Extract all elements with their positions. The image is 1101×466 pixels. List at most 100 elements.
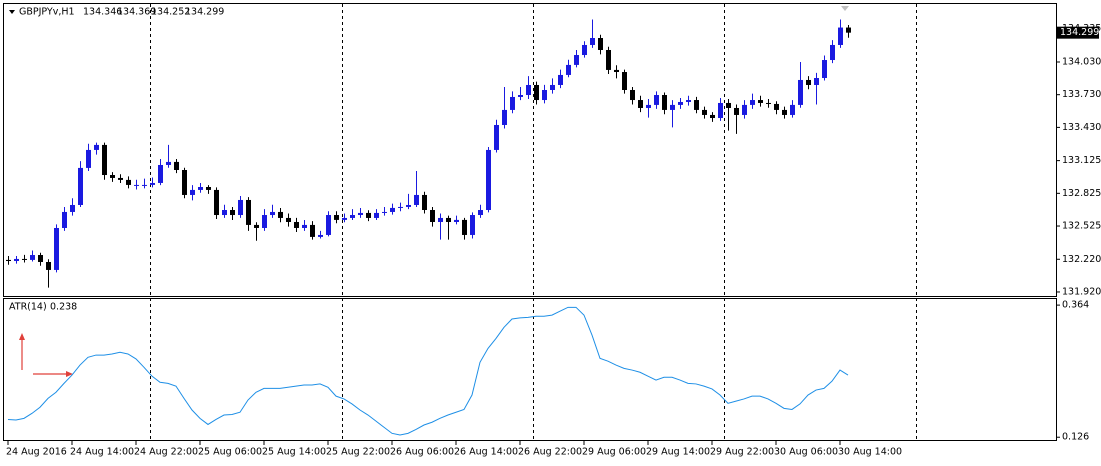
candle-body: [838, 27, 843, 45]
candle-body: [86, 149, 91, 168]
symbol-menu-arrow[interactable]: [9, 10, 15, 14]
candle-body: [398, 206, 403, 208]
candle-body: [782, 109, 787, 115]
candle-body: [846, 27, 851, 33]
candle-body: [622, 72, 627, 90]
candle-body: [638, 100, 643, 108]
candle-body: [254, 224, 259, 228]
shift-marker[interactable]: [841, 6, 849, 11]
candle-body: [110, 175, 115, 178]
candle-body: [278, 211, 283, 218]
y-tick-label: 132.525: [1062, 221, 1101, 232]
candle-body: [206, 187, 211, 190]
candle-body: [126, 179, 131, 185]
x-tick-label: 24 Aug 14:00: [70, 447, 134, 458]
candle-body: [446, 217, 451, 222]
candle-body: [494, 124, 499, 150]
candle-body: [174, 161, 179, 171]
candle-body: [790, 104, 795, 115]
indicator-value: 0.238: [50, 302, 77, 313]
candle-body: [286, 217, 291, 222]
x-tick-label: 24 Aug 2016: [6, 447, 67, 458]
candle-body: [566, 64, 571, 75]
candle-body: [510, 96, 515, 110]
candle-body: [558, 74, 563, 85]
candle-body: [774, 103, 779, 110]
candle-body: [486, 149, 491, 211]
x-tick-label: 25 Aug 14:00: [262, 447, 326, 458]
candle-body: [814, 78, 819, 85]
candle-body: [798, 79, 803, 105]
x-tick-label: 29 Aug 22:00: [710, 447, 774, 458]
candle-body: [830, 44, 835, 61]
candle-body: [630, 89, 635, 101]
candle-body: [318, 234, 323, 237]
candle-body: [574, 55, 579, 65]
candle-body: [478, 210, 483, 216]
candle-body: [526, 84, 531, 96]
candle-body: [190, 189, 195, 195]
candle-body: [766, 102, 771, 104]
candle-body: [166, 161, 171, 165]
candle-body: [262, 215, 267, 228]
y-tick-label: 0.364: [1062, 300, 1089, 311]
candle-body: [518, 95, 523, 97]
candle-body: [390, 207, 395, 212]
candle-body: [70, 204, 75, 212]
y-tick-label: 132.220: [1062, 254, 1101, 265]
x-tick-label: 29 Aug 14:00: [646, 447, 710, 458]
y-tick-label: 0.126: [1062, 432, 1089, 443]
candle-body: [6, 259, 11, 262]
candle-body: [30, 255, 35, 260]
candle-body: [550, 84, 555, 90]
candle-body: [238, 199, 243, 216]
current-price-box: [1057, 26, 1099, 39]
candle-body: [718, 102, 723, 119]
candle-body: [710, 114, 715, 119]
candle-body: [422, 194, 427, 211]
y-tick-label: 131.920: [1062, 286, 1101, 297]
y-tick-label: 133.430: [1062, 122, 1101, 133]
candle-body: [222, 210, 227, 216]
candle-body: [542, 89, 547, 101]
candle-body: [326, 215, 331, 235]
candle-body: [46, 261, 51, 270]
x-tick-label: 25 Aug 06:00: [198, 447, 262, 458]
candle-body: [590, 38, 595, 45]
quote-close: 134.299: [185, 7, 224, 18]
x-tick-label: 30 Aug 06:00: [774, 447, 838, 458]
candle-body: [614, 69, 619, 73]
candle-body: [38, 255, 43, 262]
candle-body: [598, 38, 603, 50]
candle-body: [214, 189, 219, 216]
indicator-line: [7, 306, 849, 436]
candle-body: [582, 44, 587, 56]
candle-body: [270, 211, 275, 216]
y-tick-label: 134.030: [1062, 56, 1101, 67]
candle-body: [302, 224, 307, 228]
candle-body: [702, 109, 707, 115]
candle-body: [358, 212, 363, 216]
candle-body: [94, 144, 99, 150]
candle-body: [686, 100, 691, 102]
candle-body: [670, 104, 675, 110]
candle-body: [382, 211, 387, 213]
candle-body: [150, 182, 155, 185]
candle-body: [806, 79, 811, 85]
candle-body: [454, 219, 459, 222]
candle-body: [406, 204, 411, 207]
y-tick-label: 132.825: [1062, 188, 1101, 199]
price-panel-frame: [3, 3, 1057, 297]
x-tick-label: 24 Aug 22:00: [134, 447, 198, 458]
atr-panel-frame: [3, 298, 1057, 441]
quote-open: 134.346: [83, 7, 122, 18]
candle-body: [198, 187, 203, 190]
x-tick-label: 25 Aug 22:00: [326, 447, 390, 458]
candle-body: [414, 194, 419, 205]
candle-body: [374, 212, 379, 218]
candle-body: [350, 215, 355, 218]
indicator-name: ATR(14): [9, 302, 47, 313]
symbol-title: GBPJPYv,H1: [19, 7, 75, 18]
candle-body: [182, 170, 187, 195]
